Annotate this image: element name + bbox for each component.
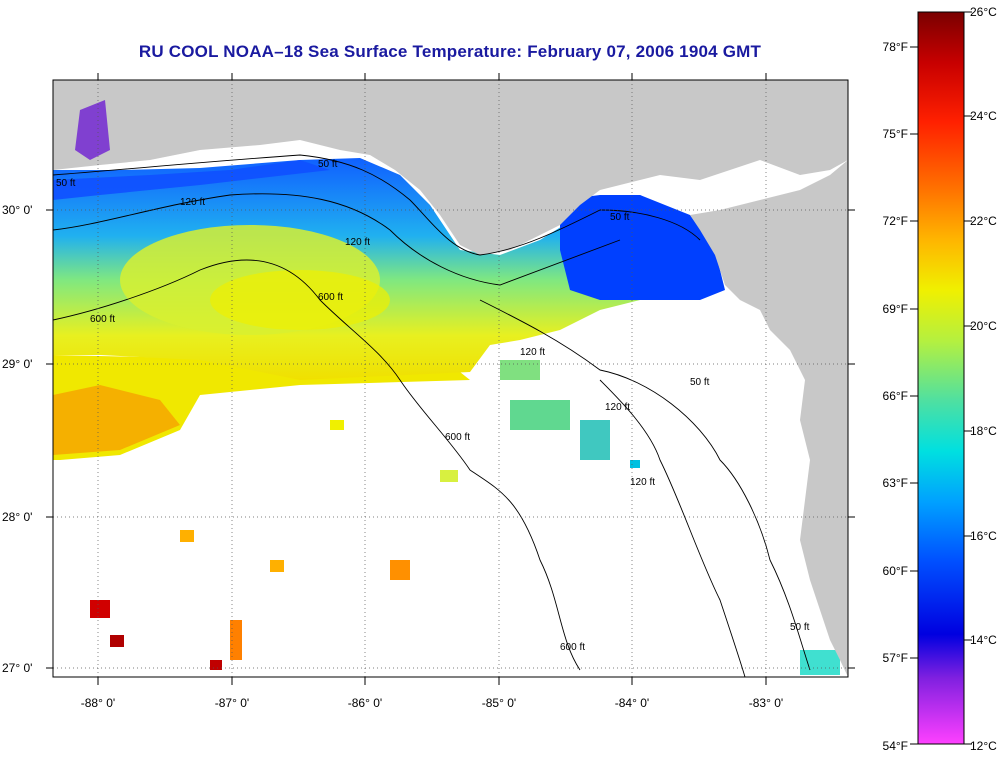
graticule: [53, 80, 848, 677]
contour-label: 50 ft: [690, 377, 710, 388]
map-frame: [52, 79, 849, 678]
f-label: 69°F: [883, 302, 908, 316]
bathymetry-contours: [53, 154, 811, 677]
contour-label: 600 ft: [445, 432, 470, 443]
longitude-labels: -88° 0' -87° 0' -86° 0' -85° 0' -84° 0' …: [81, 696, 783, 710]
scattered-sst-pixels: [90, 360, 840, 675]
land-north: [53, 80, 848, 255]
f-label: 60°F: [883, 564, 908, 578]
c-label: 14°C: [970, 633, 997, 647]
lon-label: -87° 0': [215, 696, 249, 710]
c-label: 22°C: [970, 214, 997, 228]
f-label: 54°F: [883, 739, 908, 753]
contour-label: 120 ft: [180, 197, 205, 208]
c-label: 20°C: [970, 319, 997, 333]
contour-label: 600 ft: [318, 292, 343, 303]
colorbar: [917, 11, 965, 745]
bay-area: [75, 100, 110, 160]
f-label: 72°F: [883, 214, 908, 228]
lat-label: 30° 0': [2, 203, 32, 217]
contour-labels: 50 ft 120 ft 600 ft 50 ft 120 ft 600 ft …: [56, 159, 810, 653]
axis-ticks: [46, 73, 855, 685]
contour-label: 50 ft: [318, 159, 338, 170]
c-label: 16°C: [970, 529, 997, 543]
f-label: 57°F: [883, 651, 908, 665]
colorbar-fahrenheit-labels: 78°F 75°F 72°F 69°F 66°F 63°F 60°F 57°F …: [883, 40, 908, 753]
f-label: 66°F: [883, 389, 908, 403]
lat-label: 28° 0': [2, 510, 32, 524]
contour-label: 50 ft: [610, 212, 630, 223]
f-label: 78°F: [883, 40, 908, 54]
contour-label: 50 ft: [56, 178, 76, 189]
c-label: 24°C: [970, 109, 997, 123]
contour-label: 50 ft: [790, 622, 810, 633]
contour-label: 120 ft: [630, 477, 655, 488]
f-label: 63°F: [883, 476, 908, 490]
contour-label: 600 ft: [90, 314, 115, 325]
contour-label: 600 ft: [560, 642, 585, 653]
latitude-labels: 30° 0' 29° 0' 28° 0' 27° 0': [2, 203, 32, 675]
lon-label: -84° 0': [615, 696, 649, 710]
contour-label: 120 ft: [520, 347, 545, 358]
lat-label: 29° 0': [2, 357, 32, 371]
cold-water-east: [560, 195, 725, 300]
c-label: 18°C: [970, 424, 997, 438]
contour-label: 120 ft: [605, 402, 630, 413]
lat-label: 27° 0': [2, 661, 32, 675]
c-label: 12°C: [970, 739, 997, 753]
contour-label: 120 ft: [345, 237, 370, 248]
colorbar-celsius-labels: 26°C 24°C 22°C 20°C 18°C 16°C 14°C 12°C: [970, 5, 997, 753]
map-title: RU COOL NOAA–18 Sea Surface Temperature:…: [138, 42, 762, 61]
colorbar-ticks: [910, 11, 972, 745]
warm-water-core: [53, 385, 180, 455]
lon-label: -85° 0': [482, 696, 516, 710]
lon-label: -86° 0': [348, 696, 382, 710]
f-label: 75°F: [883, 127, 908, 141]
land-florida: [690, 160, 848, 677]
lon-label: -88° 0': [81, 696, 115, 710]
c-label: 26°C: [970, 5, 997, 19]
lon-label: -83° 0': [749, 696, 783, 710]
